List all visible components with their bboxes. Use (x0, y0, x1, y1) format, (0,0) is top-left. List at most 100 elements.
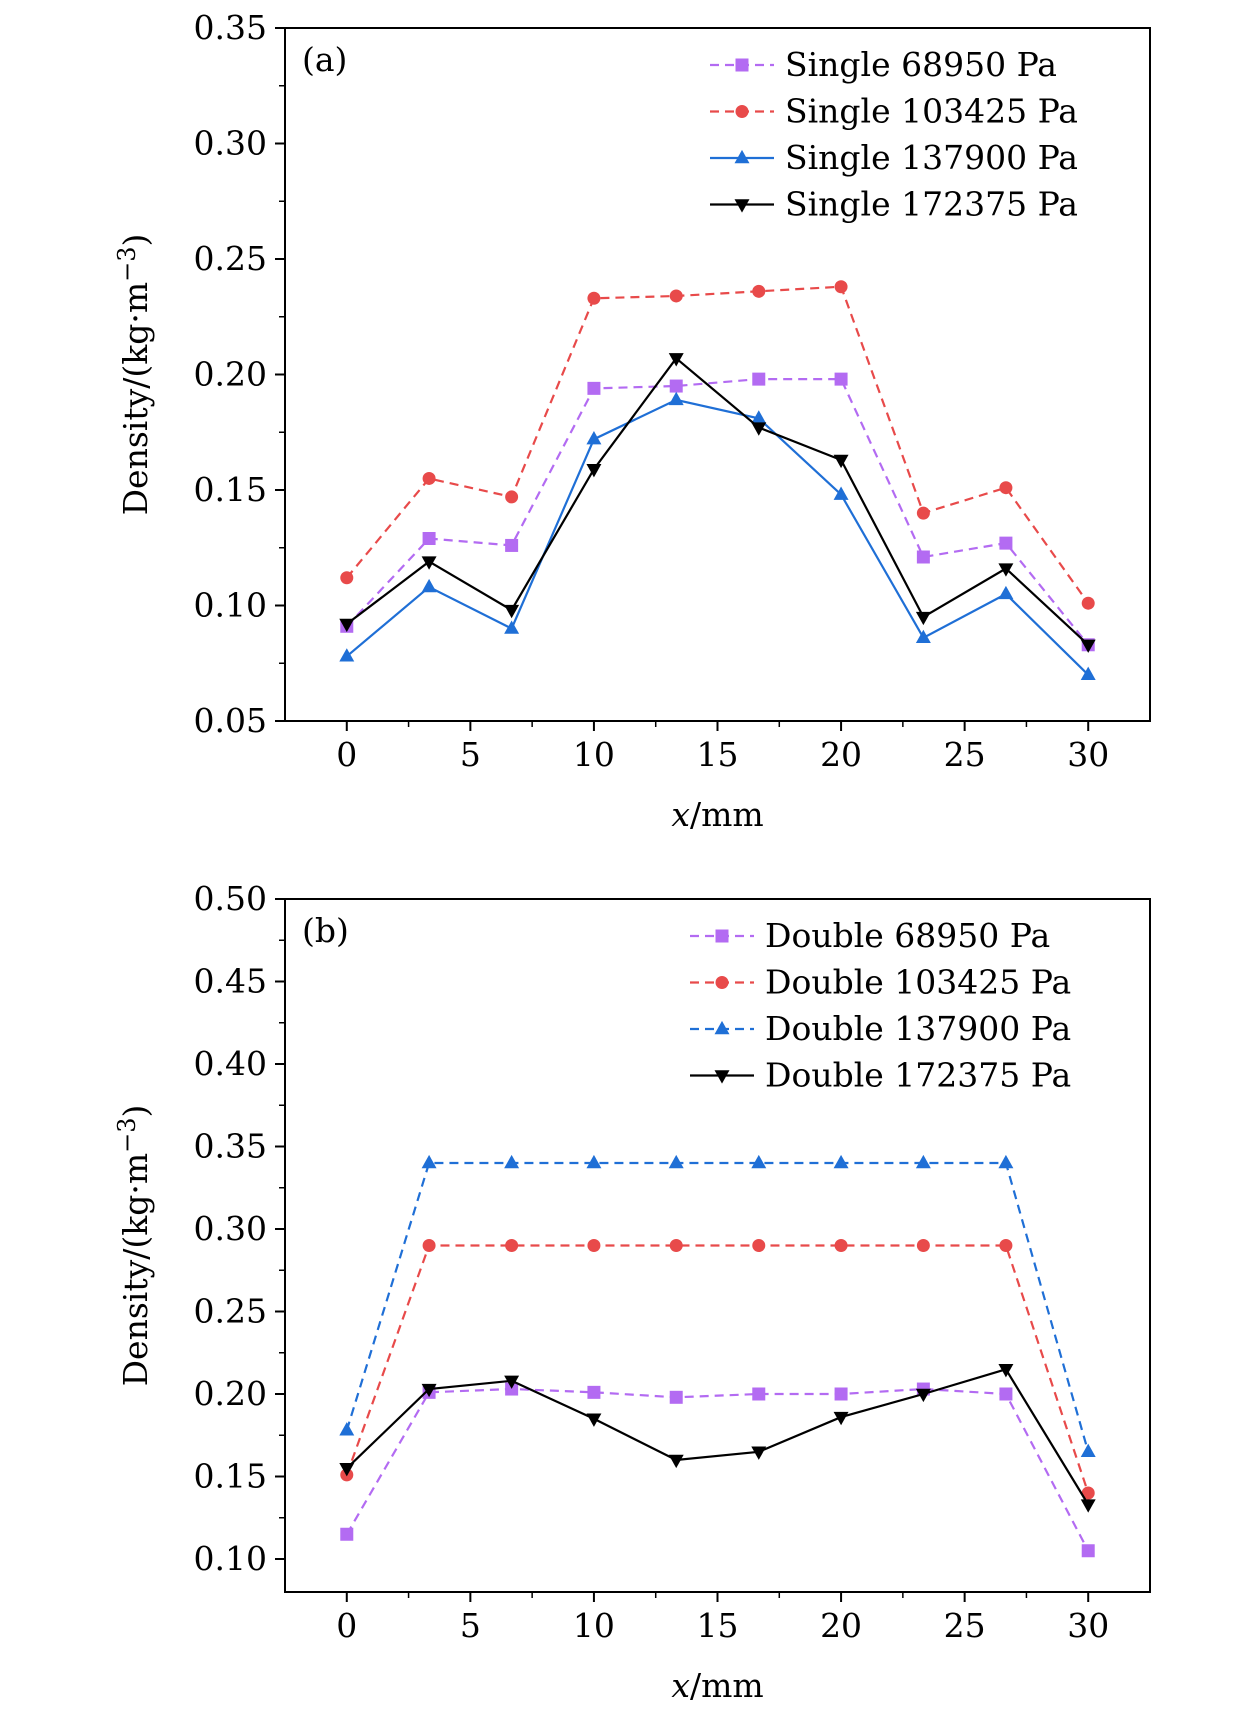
data-point (752, 372, 766, 386)
y-tick-label: 0.20 (194, 1374, 267, 1413)
data-point (1081, 1486, 1095, 1500)
data-point (504, 1375, 520, 1389)
data-point (752, 1239, 766, 1252)
data-point (999, 1239, 1013, 1252)
legend-label: Double 103425 Pa (765, 963, 1071, 1002)
y-tick-label: 0.35 (194, 8, 267, 47)
data-point (833, 1411, 849, 1426)
data-point (998, 1364, 1014, 1378)
data-point (1080, 639, 1096, 653)
legend-marker (715, 929, 729, 943)
data-point (668, 353, 684, 367)
y-tick-label: 0.50 (194, 879, 267, 918)
data-point (1081, 596, 1095, 610)
x-tick-label: 30 (1067, 1606, 1109, 1645)
series-4 (339, 1364, 1096, 1513)
x-tick-label: 25 (944, 735, 986, 774)
data-point (999, 536, 1013, 550)
data-point (421, 578, 437, 593)
data-point (916, 506, 930, 520)
x-tick-label: 20 (820, 735, 862, 774)
series-1 (340, 1382, 1095, 1558)
series-line (345, 378, 1090, 646)
legend-label: Single 137900 Pa (785, 138, 1078, 177)
data-point (833, 1154, 849, 1169)
data-point (421, 556, 437, 570)
data-point (587, 1385, 601, 1399)
x-axis-title: x/mm (671, 1666, 763, 1705)
series-line (346, 356, 1089, 646)
panel-label: (a) (302, 40, 347, 79)
data-point (998, 563, 1014, 577)
series-1 (340, 372, 1095, 652)
data-point (668, 1454, 684, 1469)
data-point (833, 486, 849, 500)
legend-marker (735, 58, 749, 72)
data-point (505, 1239, 519, 1252)
series-line (345, 1161, 1090, 1453)
data-point (668, 391, 684, 406)
y-tick-label: 0.10 (194, 586, 267, 625)
series-3 (339, 1154, 1096, 1457)
data-point (587, 291, 601, 305)
data-point (422, 532, 436, 546)
data-point (1080, 1499, 1096, 1513)
data-point (999, 481, 1013, 495)
x-tick-label: 20 (820, 1606, 862, 1645)
data-point (916, 1239, 930, 1252)
plot-frame (284, 27, 1151, 722)
data-point (669, 1390, 683, 1404)
series-line (346, 398, 1089, 676)
y-tick-label: 0.30 (194, 1209, 267, 1248)
data-point (751, 1446, 767, 1460)
legend-marker (715, 976, 729, 989)
data-point (339, 618, 355, 633)
data-point (916, 550, 930, 564)
data-point (752, 284, 766, 298)
panel-label: (b) (302, 911, 349, 950)
x-tick-label: 15 (697, 735, 739, 774)
data-point (998, 1154, 1014, 1169)
legend: Double 68950 Pa Double 103425 Pa Double 13… (690, 916, 1071, 1095)
legend-label: Single 103425 Pa (785, 92, 1078, 131)
y-tick-label: 0.10 (194, 1539, 267, 1578)
y-axis-title: Density/(kg·m−3) (113, 1105, 155, 1387)
data-point (504, 604, 520, 619)
chart-panel-b: 0 5 10 15 20 25 30 0.10 0.15 0.20 0.25 0.30 0.35 0.40… (113, 879, 1151, 1705)
legend: Single 68950 Pa Single 103425 Pa Single 13… (710, 45, 1078, 224)
series-line (345, 1387, 1090, 1552)
legend-marker (714, 1070, 730, 1084)
y-tick-label: 0.35 (194, 1127, 267, 1166)
y-tick-label: 0.40 (194, 1044, 267, 1083)
data-point (752, 1387, 766, 1401)
data-point (1081, 1544, 1095, 1558)
legend-label: Double 172375 Pa (765, 1056, 1071, 1095)
series-4 (339, 353, 1096, 653)
data-point (1080, 1443, 1096, 1457)
x-tick-label: 30 (1067, 735, 1109, 774)
legend-marker (735, 105, 749, 118)
legend-marker (734, 199, 750, 213)
data-point (915, 629, 931, 644)
data-point (505, 1382, 519, 1396)
data-point (751, 1154, 767, 1169)
data-point (586, 431, 602, 445)
data-point (586, 1154, 602, 1169)
legend-marker (734, 149, 750, 164)
data-point (422, 471, 436, 485)
x-tick-label: 0 (336, 1606, 357, 1645)
legend-label: Double 137900 Pa (765, 1009, 1071, 1048)
y-tick-label: 0.25 (194, 239, 267, 278)
chart-panel-a: 0 5 10 15 20 25 30 0.05 0.10 0.15 0.20 0.25 0.30 0.35… (113, 8, 1151, 834)
data-point (421, 1383, 437, 1398)
y-tick-label: 0.15 (194, 1457, 267, 1496)
data-point (340, 571, 354, 585)
data-point (339, 1463, 355, 1477)
x-axis-title: x/mm (671, 795, 763, 834)
x-tick-label: 10 (573, 735, 615, 774)
data-point (834, 280, 848, 294)
data-point (1080, 666, 1096, 680)
data-point (998, 585, 1014, 600)
data-point (504, 1154, 520, 1169)
data-point (669, 379, 683, 393)
